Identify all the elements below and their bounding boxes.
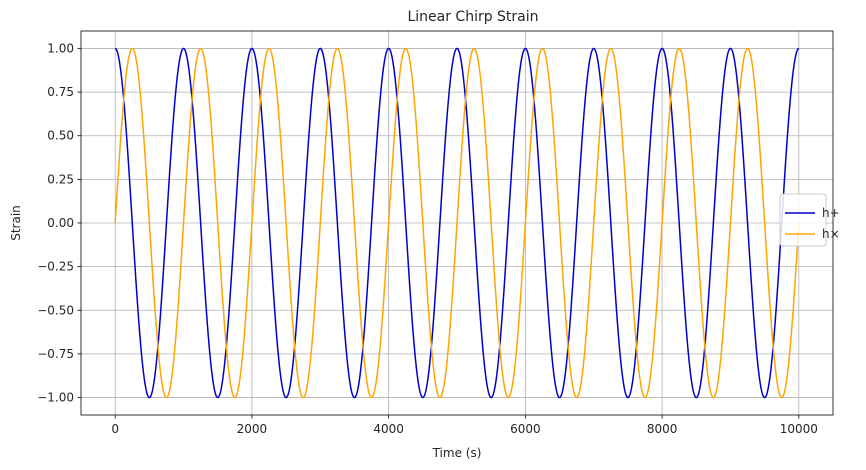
legend-frame	[779, 193, 827, 247]
legend-label-h-cross: h×	[822, 227, 840, 241]
x-tick-label: 0	[111, 422, 119, 436]
x-tick-label: 2000	[237, 422, 268, 436]
y-tick-label: −0.50	[37, 303, 74, 317]
y-axis: −1.00 −0.75 −0.50 −0.25 0.00 0.25 0.50 0.75 1.00	[37, 41, 81, 405]
x-tick-label: 8000	[647, 422, 678, 436]
x-tick-label: 10000	[780, 422, 818, 436]
series-group	[114, 47, 800, 399]
x-tick-label: 6000	[510, 422, 541, 436]
y-tick-label: 0.50	[47, 129, 74, 143]
y-tick-label: 1.00	[47, 41, 74, 55]
x-axis-label: Time (s)	[432, 446, 482, 460]
legend-label-h-plus: h+	[822, 206, 840, 220]
x-axis: 0 2000 4000 6000 8000 10000	[111, 415, 818, 436]
y-tick-label: −0.75	[37, 347, 74, 361]
chart-title: Linear Chirp Strain	[407, 9, 538, 25]
y-tick-label: −1.00	[37, 391, 74, 405]
x-tick-label: 4000	[373, 422, 404, 436]
series-line-h-plus	[114, 47, 800, 399]
y-axis-label: Strain	[9, 205, 23, 241]
y-tick-label: −0.25	[37, 260, 74, 274]
y-tick-label: 0.25	[47, 172, 74, 186]
series-line-h-cross	[114, 47, 800, 399]
legend: h+ h×	[779, 193, 840, 247]
y-tick-label: 0.75	[47, 85, 74, 99]
y-tick-label: 0.00	[47, 216, 74, 230]
